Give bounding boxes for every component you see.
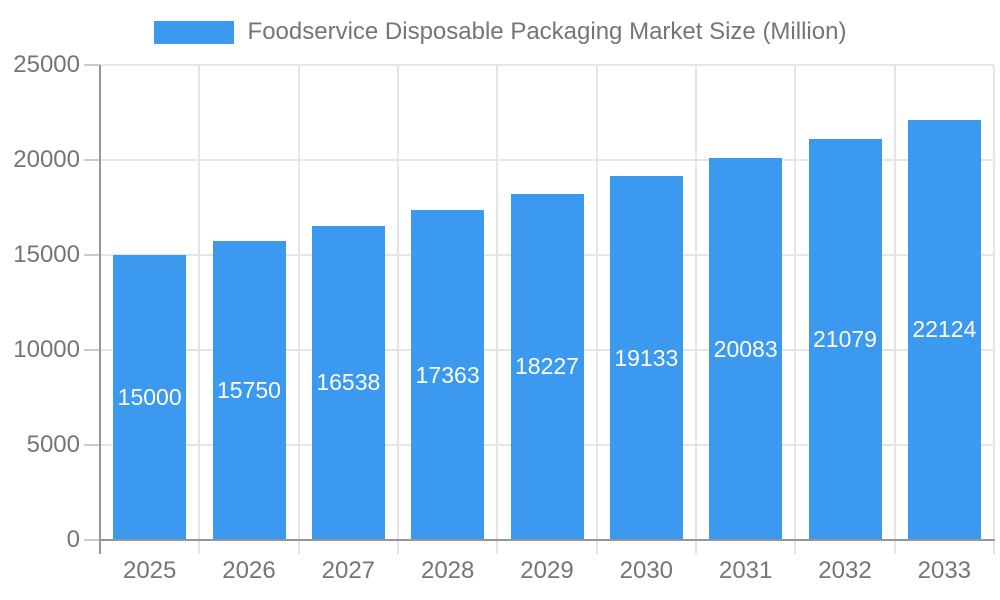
x-axis-tick-label: 2032 — [818, 557, 872, 584]
v-gridline — [695, 65, 697, 554]
x-axis-tick-label: 2026 — [222, 557, 276, 584]
legend-label: Foodservice Disposable Packaging Market … — [247, 18, 847, 45]
v-gridline — [595, 65, 598, 554]
bar: 19133 — [609, 176, 683, 540]
y-axis-tick — [84, 254, 100, 256]
y-axis-tick-label: 0 — [66, 526, 80, 553]
bar: 20083 — [709, 158, 783, 540]
bar-value-label: 20083 — [713, 335, 778, 362]
v-gridline — [397, 65, 399, 554]
bar-value-label: 19133 — [614, 344, 679, 371]
bar-value-label: 15000 — [117, 384, 182, 410]
bar: 16538 — [311, 225, 385, 540]
h-gridline — [100, 64, 994, 66]
x-axis-line — [99, 539, 995, 541]
bar: 18227 — [510, 193, 584, 540]
h-gridline — [100, 159, 994, 161]
bar: 21079 — [808, 139, 882, 540]
bar: 15750 — [212, 240, 286, 540]
x-axis-tick-label: 2029 — [520, 557, 574, 584]
bar-value-label: 16538 — [316, 369, 381, 396]
y-axis-tick-label: 5000 — [26, 431, 80, 458]
bar: 17363 — [411, 210, 485, 540]
bar-value-label: 18227 — [515, 353, 579, 380]
y-axis-line — [99, 65, 101, 554]
y-axis-tick-label: 15000 — [13, 241, 80, 268]
y-axis-tick — [84, 159, 100, 161]
bar: 22124 — [907, 119, 981, 540]
x-axis-tick-label: 2030 — [619, 557, 674, 584]
bar-value-label: 22124 — [912, 316, 977, 343]
y-axis-tick-label: 25000 — [13, 51, 80, 78]
legend-swatch — [153, 20, 234, 44]
legend: Foodservice Disposable Packaging Market … — [0, 18, 1000, 46]
y-axis-tick — [84, 64, 100, 66]
x-axis-tick-label: 2025 — [122, 557, 177, 584]
bar-value-label: 17363 — [415, 361, 480, 388]
bar-value-label: 15750 — [217, 376, 281, 403]
x-axis-tick-label: 2027 — [321, 557, 376, 584]
bar-value-label: 21079 — [813, 326, 877, 353]
y-axis-tick-label: 20000 — [13, 146, 80, 173]
y-axis-tick — [84, 539, 100, 541]
v-gridline — [297, 65, 300, 554]
y-axis-tick-label: 10000 — [13, 336, 80, 363]
v-gridline — [198, 65, 201, 554]
x-axis-tick-label: 2031 — [718, 557, 773, 584]
plot-area: 0 5000 10000 15000 20000 25000 15000 15750 16538… — [13, 51, 995, 584]
v-gridline — [893, 65, 896, 554]
bar: 15000 — [113, 255, 187, 540]
y-axis-tick — [84, 349, 100, 351]
x-axis-tick-label: 2033 — [917, 557, 972, 584]
v-gridline — [794, 65, 797, 554]
y-axis-tick — [84, 444, 100, 446]
x-axis-tick-label: 2028 — [420, 557, 475, 584]
v-gridline — [993, 65, 995, 554]
v-gridline — [496, 65, 499, 554]
